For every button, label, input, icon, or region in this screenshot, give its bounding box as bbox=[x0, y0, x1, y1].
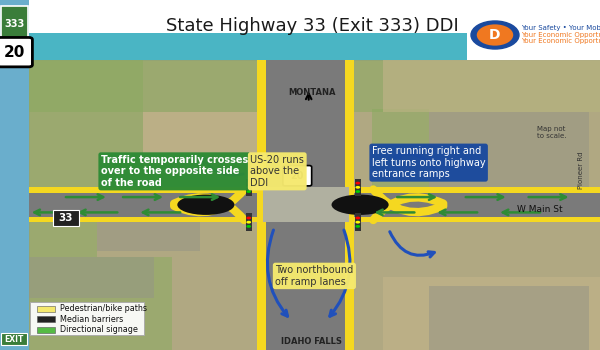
Text: Two northbound
off ramp lanes: Two northbound off ramp lanes bbox=[275, 265, 353, 287]
Circle shape bbox=[355, 221, 360, 224]
FancyBboxPatch shape bbox=[53, 210, 79, 225]
Circle shape bbox=[477, 25, 513, 46]
Circle shape bbox=[247, 182, 251, 184]
Ellipse shape bbox=[178, 195, 235, 215]
FancyBboxPatch shape bbox=[246, 178, 252, 196]
FancyBboxPatch shape bbox=[383, 277, 600, 350]
Circle shape bbox=[355, 190, 360, 193]
Text: Your Economic Opportunity: Your Economic Opportunity bbox=[521, 38, 600, 44]
FancyBboxPatch shape bbox=[246, 214, 252, 231]
FancyBboxPatch shape bbox=[37, 327, 55, 332]
FancyBboxPatch shape bbox=[355, 214, 361, 231]
Text: MONTANA: MONTANA bbox=[288, 89, 335, 97]
FancyBboxPatch shape bbox=[29, 257, 154, 298]
FancyBboxPatch shape bbox=[428, 286, 589, 350]
Circle shape bbox=[247, 190, 251, 193]
FancyBboxPatch shape bbox=[0, 37, 32, 67]
FancyBboxPatch shape bbox=[371, 109, 428, 190]
FancyBboxPatch shape bbox=[29, 187, 600, 192]
Text: Map not
to scale.: Map not to scale. bbox=[536, 126, 566, 139]
FancyBboxPatch shape bbox=[1, 6, 28, 41]
FancyBboxPatch shape bbox=[29, 187, 600, 222]
Text: Free running right and
left turns onto highway
entrance ramps: Free running right and left turns onto h… bbox=[372, 146, 485, 179]
Circle shape bbox=[247, 221, 251, 224]
Ellipse shape bbox=[332, 195, 389, 215]
FancyBboxPatch shape bbox=[30, 302, 145, 335]
FancyBboxPatch shape bbox=[257, 60, 266, 350]
Text: 20: 20 bbox=[290, 172, 304, 181]
FancyBboxPatch shape bbox=[383, 60, 600, 112]
FancyBboxPatch shape bbox=[257, 60, 355, 350]
Circle shape bbox=[247, 225, 251, 228]
Text: 333: 333 bbox=[4, 19, 25, 29]
FancyBboxPatch shape bbox=[29, 60, 600, 350]
Circle shape bbox=[355, 225, 360, 228]
FancyBboxPatch shape bbox=[37, 316, 55, 322]
FancyBboxPatch shape bbox=[355, 178, 361, 196]
Text: EXIT: EXIT bbox=[4, 335, 23, 344]
FancyBboxPatch shape bbox=[29, 217, 600, 222]
FancyBboxPatch shape bbox=[29, 205, 97, 257]
FancyBboxPatch shape bbox=[283, 166, 311, 186]
FancyBboxPatch shape bbox=[29, 0, 600, 60]
Text: W Main St: W Main St bbox=[517, 205, 563, 214]
Text: Your Safety • Your Mobility: Your Safety • Your Mobility bbox=[521, 25, 600, 31]
FancyBboxPatch shape bbox=[29, 257, 172, 350]
FancyBboxPatch shape bbox=[97, 211, 200, 251]
Circle shape bbox=[355, 186, 360, 189]
Text: Directional signage: Directional signage bbox=[60, 325, 137, 334]
Circle shape bbox=[247, 217, 251, 219]
Text: Your Economic Opportunity: Your Economic Opportunity bbox=[521, 32, 600, 38]
Circle shape bbox=[355, 217, 360, 219]
FancyBboxPatch shape bbox=[29, 33, 467, 60]
Text: US-20 runs
above the
DDI: US-20 runs above the DDI bbox=[250, 155, 304, 188]
FancyBboxPatch shape bbox=[1, 333, 27, 345]
Circle shape bbox=[247, 186, 251, 189]
Text: 20: 20 bbox=[4, 45, 25, 60]
Text: 33: 33 bbox=[59, 213, 73, 223]
Text: IDAHO FALLS: IDAHO FALLS bbox=[281, 337, 342, 346]
Text: Pioneer Rd: Pioneer Rd bbox=[578, 151, 584, 189]
FancyBboxPatch shape bbox=[0, 0, 29, 350]
Text: State Highway 33 (Exit 333) DDI: State Highway 33 (Exit 333) DDI bbox=[166, 17, 458, 35]
Text: Median barriers: Median barriers bbox=[60, 315, 123, 324]
FancyBboxPatch shape bbox=[263, 187, 349, 222]
FancyBboxPatch shape bbox=[37, 306, 55, 312]
FancyBboxPatch shape bbox=[428, 112, 589, 190]
FancyBboxPatch shape bbox=[29, 60, 600, 112]
Circle shape bbox=[355, 182, 360, 184]
FancyBboxPatch shape bbox=[143, 112, 269, 190]
FancyBboxPatch shape bbox=[345, 60, 355, 350]
Text: Traffic temporarily crosses
over to the opposite side
of the road: Traffic temporarily crosses over to the … bbox=[101, 155, 248, 188]
Circle shape bbox=[471, 21, 519, 49]
FancyBboxPatch shape bbox=[29, 60, 143, 205]
Text: Pedestrian/bike paths: Pedestrian/bike paths bbox=[60, 304, 147, 313]
Text: D: D bbox=[489, 28, 501, 42]
